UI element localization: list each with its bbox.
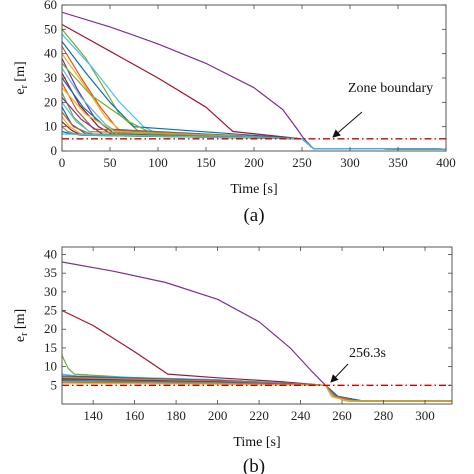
x-tick-label: 140 (83, 408, 103, 423)
x-tick-label: 260 (332, 408, 352, 423)
axes-frame (61, 246, 453, 405)
x-tick-label: 160 (125, 408, 145, 423)
y-tick-label: 30 (44, 284, 57, 299)
y-tick-label: 10 (44, 119, 57, 134)
series-line-1 (62, 11, 446, 150)
series-group (62, 11, 446, 150)
x-tick-label: 400 (436, 155, 456, 170)
x-axis-label: Time [s] (230, 182, 277, 197)
y-tick-label: 25 (44, 303, 57, 318)
panel-b: 140 160 180 200 220 240 260 280 300 5 10 15 20 25 30 35… (13, 246, 453, 474)
x-tick-label: 300 (415, 408, 435, 423)
y-axis-label-unit: [m] (13, 309, 28, 333)
x-tick-label: 250 (292, 155, 312, 170)
y-axis-label-main: e (13, 88, 28, 94)
x-tick-label: 200 (208, 408, 228, 423)
y-axis-label-unit: [m] (13, 61, 28, 85)
y-axis-label: er [m] (13, 309, 30, 342)
panel-caption: (b) (243, 456, 265, 474)
y-axis-label-main: e (13, 336, 28, 342)
y-tick-label: 20 (44, 321, 57, 336)
x-tick-label: 150 (196, 155, 216, 170)
y-tick-label: 35 (44, 265, 57, 280)
x-axis-label: Time [s] (233, 435, 280, 450)
plot-area (62, 5, 446, 151)
y-tick-label: 15 (44, 340, 57, 355)
series-line-14 (62, 382, 452, 402)
y-tick-label: 0 (51, 143, 58, 158)
annotation-arrow (330, 363, 349, 383)
y-tick-label: 40 (44, 246, 57, 261)
x-tick-label: 50 (104, 155, 117, 170)
y-tick-label: 30 (44, 70, 57, 85)
y-tick-label: 20 (44, 94, 57, 109)
annotation-text: Zone boundary (348, 81, 433, 96)
annotation-text: 256.3s (349, 346, 386, 361)
y-axis-label-subscript: r (19, 84, 30, 88)
x-tick-label: 300 (340, 155, 360, 170)
y-axis-label-subscript: r (19, 332, 30, 336)
series-line-24 (62, 133, 446, 150)
y-tick-label: 5 (51, 377, 58, 392)
x-tick-label: 240 (291, 408, 311, 423)
y-axis-label: er [m] (13, 61, 30, 94)
x-tick-label: 200 (244, 155, 264, 170)
series-group (62, 261, 452, 402)
y-tick-label: 60 (44, 0, 57, 12)
x-tick-label: 180 (166, 408, 186, 423)
y-tick-label: 10 (44, 359, 57, 374)
x-tick-label: 0 (59, 155, 66, 170)
x-tick-label: 280 (374, 408, 394, 423)
panel-a: 0 50 100 150 200 250 300 350 400 0 10 20 30 40 50 60 Tim… (13, 0, 456, 226)
y-tick-label: 40 (44, 46, 57, 61)
panel-caption: (a) (243, 205, 264, 226)
annotation-arrow (332, 111, 363, 138)
y-tick-label: 50 (44, 21, 57, 36)
x-tick-label: 220 (249, 408, 269, 423)
x-tick-label: 100 (148, 155, 168, 170)
x-tick-label: 350 (388, 155, 408, 170)
